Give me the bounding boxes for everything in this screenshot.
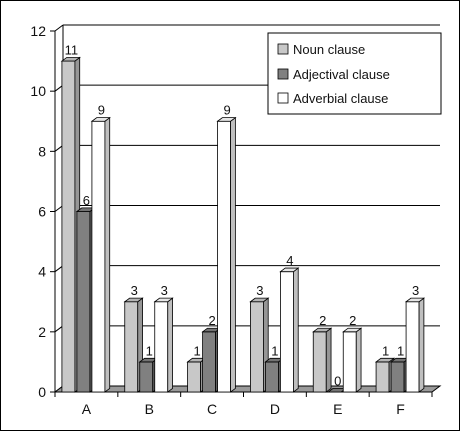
bar-front <box>375 361 390 393</box>
bar-top <box>342 327 363 333</box>
bar-top <box>312 327 333 333</box>
bar-top <box>374 357 396 363</box>
data-label: 1 <box>146 343 153 358</box>
y-tick-label: 0 <box>38 384 46 400</box>
y-tick-label: 12 <box>30 23 46 39</box>
x-tick-label: F <box>396 401 405 417</box>
bar-front <box>61 60 76 393</box>
bar-D-adverbial-clause <box>279 267 300 393</box>
data-label: 0 <box>334 373 341 388</box>
bar-top <box>404 297 426 303</box>
data-label: 3 <box>412 283 419 298</box>
bar-front <box>76 211 91 393</box>
bar-side <box>230 116 236 393</box>
y-tick-label: 8 <box>38 143 46 159</box>
gridline-depth <box>54 24 64 32</box>
data-label: 3 <box>161 283 168 298</box>
bar-top <box>216 117 237 122</box>
bar-side <box>104 116 111 393</box>
bar-front <box>390 361 405 393</box>
data-label: 3 <box>256 283 263 298</box>
legend-swatch-adverbial <box>277 92 289 104</box>
bar-front <box>187 361 201 393</box>
bar-D-noun-clause <box>249 297 270 393</box>
legend-label-adjectival: Adjectival clause <box>293 67 390 82</box>
y-tick-label: 10 <box>30 83 46 99</box>
bar-F-adverbial-clause <box>404 297 426 393</box>
data-label: 4 <box>286 253 293 268</box>
bar-side <box>293 267 299 393</box>
x-tick-label: B <box>145 401 154 417</box>
legend-label-noun: Noun clause <box>293 42 365 57</box>
bar-front <box>312 331 327 393</box>
data-label: 9 <box>223 103 230 118</box>
data-label: 9 <box>98 103 105 118</box>
bar-front <box>250 301 264 393</box>
bar-front <box>342 331 357 393</box>
bar-B-adverbial-clause <box>153 297 174 393</box>
bar-side <box>325 327 332 393</box>
bar-E-noun-clause <box>312 327 333 393</box>
bar-front <box>202 331 216 393</box>
bar-front <box>124 301 139 393</box>
legend-swatch-adjectival <box>277 68 289 80</box>
bar-top <box>60 57 81 62</box>
bar-front <box>139 361 154 393</box>
data-label: 2 <box>349 313 356 328</box>
x-tick-label: C <box>207 401 217 417</box>
data-label: 11 <box>65 42 79 57</box>
data-label: 1 <box>271 343 278 358</box>
legend: Noun clause Adjectival clause Adverbial … <box>267 32 442 115</box>
data-label: 2 <box>319 313 326 328</box>
bar-side <box>167 297 173 393</box>
data-label: 6 <box>83 193 90 208</box>
x-tick-label: A <box>82 401 92 417</box>
data-label: 3 <box>131 283 138 298</box>
data-label: 1 <box>397 343 404 358</box>
bar-top <box>279 267 300 273</box>
legend-box <box>267 32 442 115</box>
bar-side <box>418 297 425 393</box>
y-tick-label: 6 <box>38 204 46 220</box>
data-label: 1 <box>193 343 200 358</box>
x-tick-label: E <box>333 401 342 417</box>
data-label: 2 <box>208 313 215 328</box>
bar-front <box>154 301 169 393</box>
bar-C-adverbial-clause <box>216 116 237 393</box>
bar-front <box>265 361 279 393</box>
bar-front <box>280 271 294 393</box>
x-tick-label: D <box>270 401 280 417</box>
legend-label-adverbial: Adverbial clause <box>293 91 388 106</box>
bar-top <box>249 297 270 303</box>
bar-top <box>123 297 144 303</box>
bar-front <box>405 301 420 393</box>
bars <box>60 56 426 393</box>
y-tick-label: 2 <box>38 324 46 340</box>
bar-F-noun-clause <box>374 357 396 393</box>
bar-top <box>153 297 174 303</box>
data-label: 1 <box>382 343 389 358</box>
y-tick-label: 4 <box>38 264 46 280</box>
bar-front <box>217 120 231 393</box>
legend-swatch-noun <box>277 43 289 55</box>
bar-E-adverbial-clause <box>342 327 363 393</box>
bar-top <box>90 117 111 122</box>
bar-side <box>355 327 362 393</box>
bar-A-adverbial-clause <box>90 116 111 393</box>
bar-front <box>91 120 106 393</box>
